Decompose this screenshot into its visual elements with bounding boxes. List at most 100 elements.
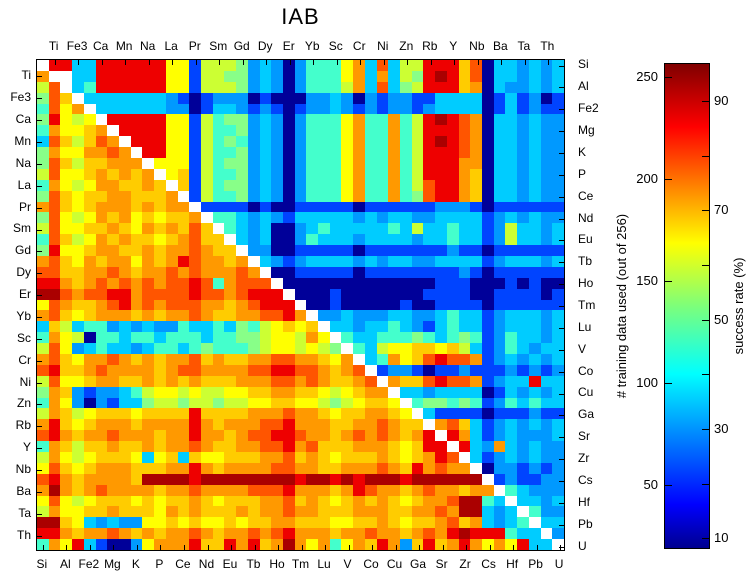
heatmap-cell [247, 473, 260, 485]
heatmap-cell [130, 495, 143, 507]
heatmap-cell [83, 190, 96, 202]
heatmap-cell [118, 299, 131, 311]
heatmap-cell [247, 223, 260, 235]
heatmap-cell [259, 528, 272, 540]
heatmap-cell [306, 245, 319, 256]
heatmap-cell [376, 419, 389, 431]
heatmap-cell [259, 103, 272, 115]
heatmap-cell [118, 462, 131, 474]
heatmap-cell [212, 528, 225, 540]
heatmap-cell [83, 354, 96, 365]
heatmap-cell [189, 92, 201, 104]
heatmap-cell [212, 158, 225, 169]
heatmap-cell [165, 354, 178, 365]
heatmap-cell [482, 506, 494, 518]
bottom-label-Ce: Ce [175, 557, 191, 571]
heatmap-cell [376, 114, 389, 126]
heatmap-cell [130, 103, 143, 115]
heatmap-cell [212, 484, 225, 496]
heatmap-cell [517, 256, 529, 267]
heatmap-cell [212, 125, 225, 137]
heatmap-cell [142, 158, 155, 169]
heatmap-cell [118, 452, 131, 463]
heatmap-cell [259, 92, 272, 104]
heatmap-cell [224, 452, 237, 463]
bottom-label-Eu: Eu [222, 557, 238, 571]
heatmap-cell [458, 539, 471, 550]
heatmap-cell [353, 158, 365, 169]
heatmap-cell [165, 517, 178, 529]
heatmap-cell [306, 506, 319, 518]
bottom-tick [466, 545, 468, 550]
heatmap-cell [411, 212, 424, 224]
heatmap-cell [236, 81, 248, 93]
heatmap-cell [271, 517, 283, 529]
left-label-Er: Er [19, 287, 31, 302]
heatmap-cell [189, 408, 201, 420]
heatmap-cell [212, 60, 225, 71]
heatmap-cell [236, 354, 248, 365]
heatmap-cell [318, 517, 330, 529]
heatmap-cell [107, 375, 119, 387]
bottom-tick [513, 545, 515, 550]
heatmap-cell [341, 70, 354, 82]
heatmap-cell [200, 288, 213, 300]
heatmap-cell [189, 506, 201, 518]
heatmap-cell [341, 201, 354, 213]
heatmap-cell [341, 223, 354, 235]
heatmap-cell [130, 375, 143, 387]
heatmap-cell [200, 408, 213, 420]
colorbar-right-tick [702, 101, 709, 102]
heatmap-cell [505, 92, 518, 104]
heatmap-cell [411, 517, 424, 529]
heatmap-cell [329, 234, 342, 246]
heatmap-cell [130, 354, 143, 365]
heatmap-cell [505, 256, 518, 267]
heatmap-cell [189, 375, 201, 387]
heatmap-cell [154, 125, 166, 137]
top-label-Ni: Ni [377, 39, 389, 53]
heatmap-cell [400, 354, 412, 365]
heatmap-cell [435, 495, 447, 507]
heatmap-cell [60, 462, 73, 474]
heatmap-cell [400, 60, 412, 71]
heatmap-cell [318, 245, 330, 256]
heatmap-cell [200, 364, 213, 376]
heatmap-cell [83, 125, 96, 137]
heatmap-cell [294, 321, 307, 333]
heatmap-cell [493, 419, 506, 431]
bottom-tick [489, 545, 491, 550]
heatmap-cell [505, 299, 518, 311]
heatmap-cell [165, 408, 178, 420]
heatmap-cell [37, 223, 49, 235]
heatmap-cell [329, 473, 342, 485]
heatmap-cell [446, 266, 459, 278]
heatmap-cell [329, 408, 342, 420]
heatmap-cell [505, 60, 518, 71]
heatmap-cell [271, 419, 283, 431]
heatmap-cell [423, 419, 436, 431]
colorbar-right-axis-label: success rate (%) [731, 257, 746, 355]
heatmap-cell [60, 517, 73, 529]
colorbar-right-tick-label: 30 [714, 421, 729, 436]
heatmap-cell [446, 528, 459, 540]
heatmap-cell [423, 408, 436, 420]
heatmap-cell [271, 60, 283, 71]
heatmap-cell [364, 92, 377, 104]
heatmap-cell [364, 266, 377, 278]
colorbar-right-minor-tick [702, 265, 709, 266]
heatmap-cell [517, 408, 529, 420]
bottom-label-Al: Al [60, 557, 71, 571]
heatmap-cell [329, 158, 342, 169]
heatmap-cell [388, 310, 401, 322]
heatmap-cell [318, 419, 330, 431]
heatmap-cell [423, 103, 436, 115]
heatmap-cell [236, 321, 248, 333]
heatmap-cell [48, 462, 61, 474]
heatmap-cell [400, 92, 412, 104]
heatmap-cell [271, 288, 283, 300]
heatmap-cell [83, 299, 96, 311]
heatmap-cell [505, 310, 518, 322]
heatmap-cell [118, 245, 131, 256]
heatmap-cell [318, 506, 330, 518]
